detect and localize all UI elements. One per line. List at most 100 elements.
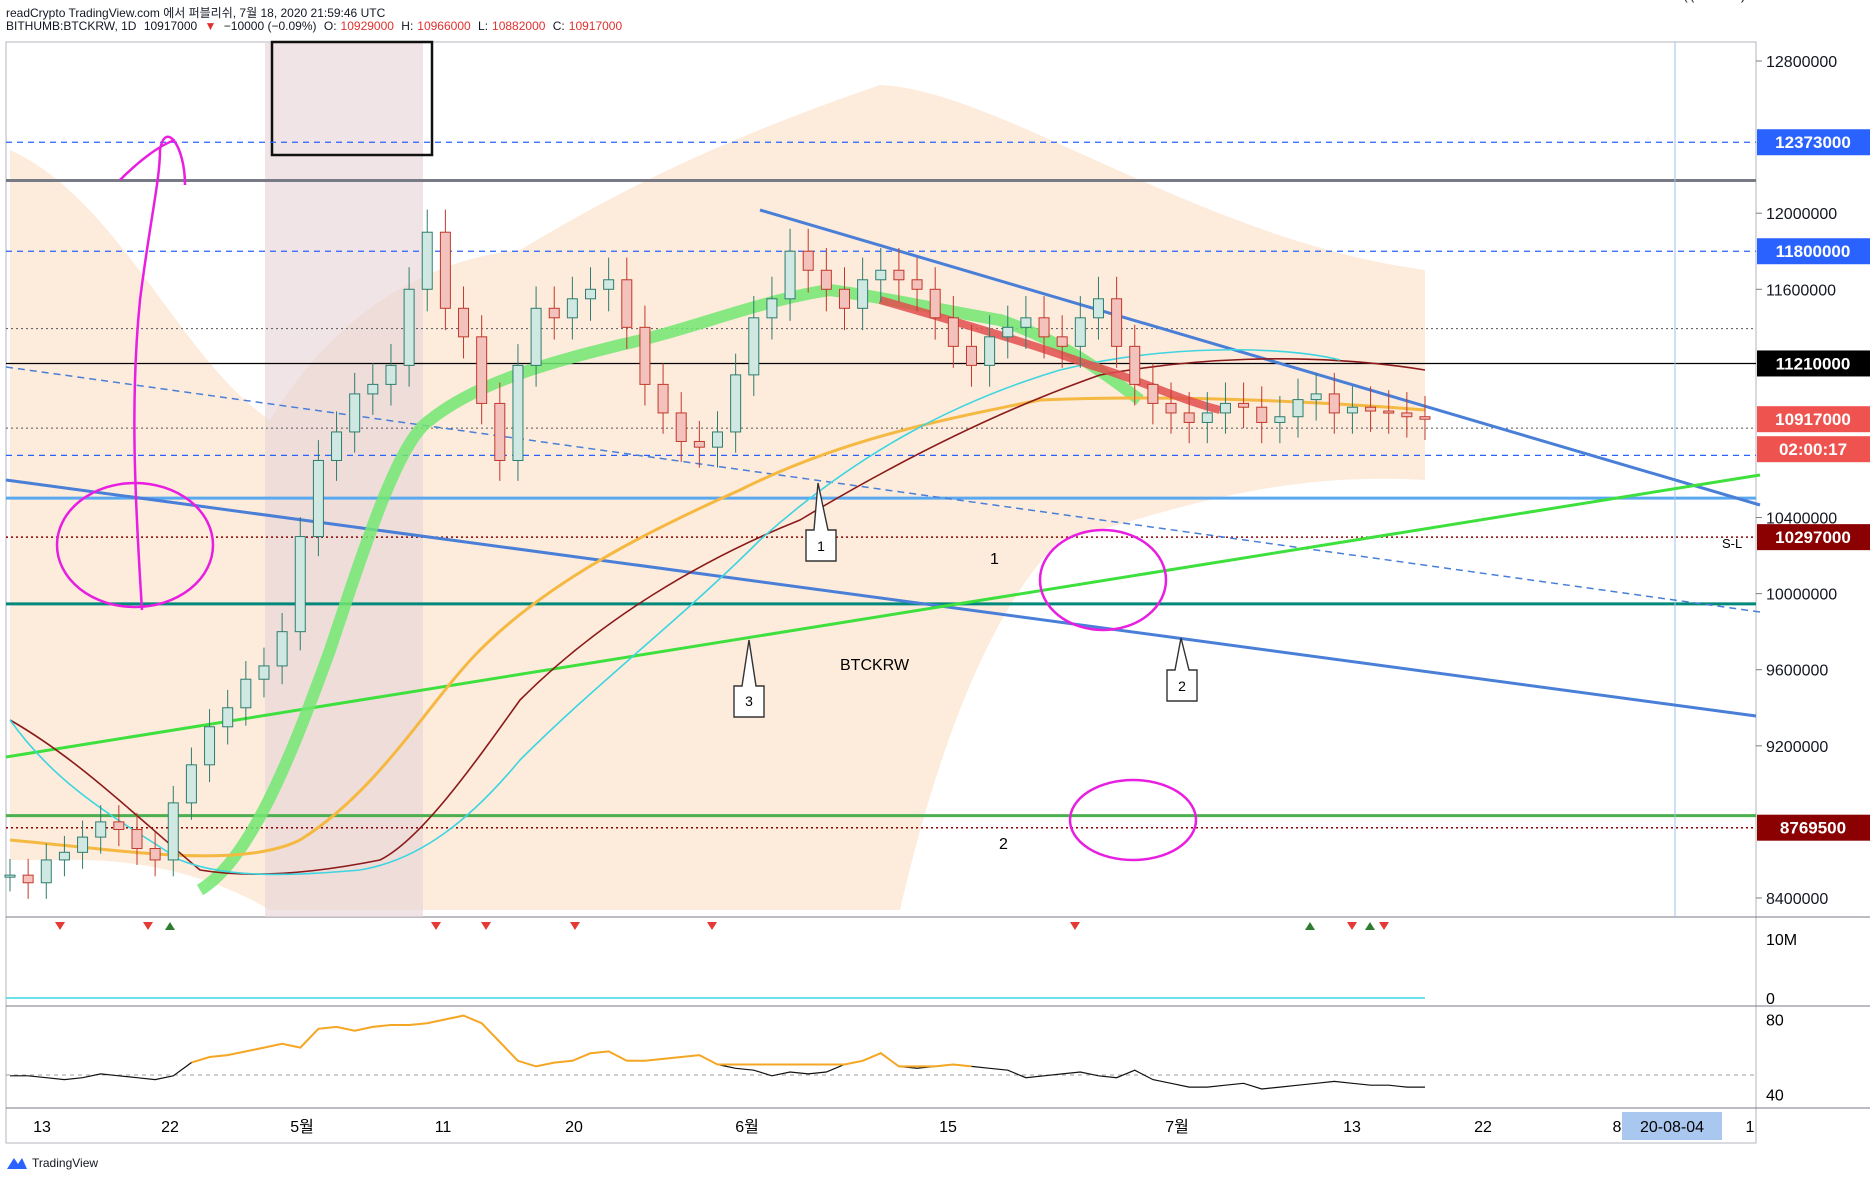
time-axis: 13 22 5월 11 20 6월 15 7월 13 22 8 1 20-08-04: [33, 1112, 1755, 1140]
x-tick-label: 7월: [1165, 1118, 1189, 1136]
inline-level-label: 10870000: [1692, 0, 1746, 3]
inline-level-labels: (12172000)113930001087000010727000(10502…: [1684, 0, 1746, 3]
price-tag-label: 11210000: [1776, 354, 1851, 373]
sell-signal-icon: [1379, 922, 1389, 930]
tradingview-footer[interactable]: TradingView: [6, 1156, 98, 1170]
change-value: −10000 (−0.09%): [223, 19, 317, 33]
candle: [639, 326, 651, 385]
high-value: 10966000: [417, 19, 471, 33]
candle: [1365, 406, 1377, 412]
candle: [113, 821, 125, 830]
sell-signal-icon: [707, 922, 717, 930]
candle: [204, 726, 216, 766]
candles: [4, 209, 1431, 899]
price-tag-label: 02:00:17: [1779, 440, 1847, 459]
candle: [512, 364, 524, 461]
candle: [185, 764, 197, 804]
candle: [1256, 406, 1268, 423]
price-tag-bg: [1757, 238, 1870, 265]
ma-cyan: [9, 348, 1341, 876]
callout-1-shape: [805, 482, 837, 562]
candle: [911, 279, 923, 290]
blue-downtrend-line[interactable]: [759, 208, 1761, 507]
candle: [730, 374, 742, 433]
volume-tick-10m: 10M: [1766, 932, 1797, 949]
y-tick-label: 9200000: [1766, 739, 1828, 756]
sell-signal-icon: [55, 922, 65, 930]
candle: [875, 269, 887, 281]
candle: [784, 250, 796, 300]
publish-info: readCrypto TradingView.com 에서 퍼블리쉬, 7월 1…: [6, 6, 386, 20]
inline-level-label: (8833000): [1690, 0, 1745, 3]
x-tick-label: 6월: [735, 1118, 759, 1136]
osc-tick-label: 80: [1766, 1012, 1784, 1029]
x-tick-label: 22: [1474, 1119, 1492, 1136]
candle: [131, 829, 143, 850]
magenta-circle-3: [1068, 778, 1198, 862]
oscillator-line: [10, 1014, 1425, 1090]
osc-tick-label: 40: [1766, 1088, 1784, 1105]
price-tag-bg: [1757, 524, 1870, 551]
symbol-label[interactable]: BITHUMB:BTCKRW, 1D: [6, 19, 137, 33]
candle: [1020, 317, 1032, 328]
candle: [1147, 383, 1159, 404]
black-box: [270, 40, 434, 157]
open-value: 10929000: [340, 19, 394, 33]
candle: [1401, 412, 1413, 418]
price-chart[interactable]: 1 2 3 1 2 BTCKRW S-L (12172000)113930001…: [0, 0, 1870, 1150]
x-highlight-bg: [1622, 1112, 1722, 1140]
candle: [1092, 298, 1104, 319]
candle: [421, 231, 433, 290]
candle: [675, 412, 687, 442]
x-tick-label: 20: [565, 1119, 583, 1136]
sl-label: S-L: [1722, 536, 1742, 551]
candle: [294, 536, 306, 633]
magenta-circle-1: [55, 481, 215, 609]
low-label: L:: [478, 19, 489, 33]
candle: [240, 678, 252, 709]
price-tag-label: 10297000: [1775, 528, 1851, 547]
highlight-zone: [265, 42, 423, 917]
buy-signal-icon: [165, 922, 175, 930]
green-uptrend-line[interactable]: [5, 473, 1761, 759]
x-tick-label: 22: [161, 1119, 179, 1136]
close-label: C:: [552, 19, 565, 33]
candle: [693, 440, 705, 448]
candle: [820, 269, 832, 290]
candle: [77, 836, 89, 853]
x-tick-label: 11: [435, 1119, 452, 1136]
price-axis: 12800000 12000000 11600000 10400000 10000000…: [1756, 54, 1837, 908]
last-price: 10917000: [143, 19, 198, 33]
candle: [1310, 393, 1322, 401]
candle: [258, 665, 270, 680]
candle: [1111, 298, 1123, 347]
callout-1-label: 1: [817, 538, 825, 554]
price-tags: 12373000 11800000 11210000 10917000 02:00:17…: [1757, 129, 1870, 841]
candle: [893, 269, 905, 281]
price-tag-label: 12373000: [1775, 133, 1851, 152]
blue-lower-trend-line[interactable]: [5, 478, 1757, 718]
symbol-watermark: BTCKRW: [840, 657, 910, 674]
candle: [530, 307, 542, 366]
callout-2-label: 2: [1178, 678, 1186, 694]
candle: [1002, 326, 1014, 338]
sell-signal-icon: [431, 922, 441, 930]
y-tick-label: 12800000: [1766, 54, 1837, 71]
candle: [312, 459, 324, 538]
candle: [621, 279, 633, 328]
candle: [276, 631, 288, 667]
signal-markers: [55, 922, 1389, 930]
callout-2-shape: [1166, 637, 1198, 702]
x-tick-label: 8: [1613, 1119, 1622, 1136]
sell-signal-icon: [1347, 922, 1357, 930]
sell-signal-icon: [570, 922, 580, 930]
candle: [965, 345, 977, 366]
price-tag-bg: [1757, 350, 1870, 377]
volume-pane: 10M 0: [6, 932, 1797, 1008]
candle: [984, 336, 996, 366]
candle: [58, 851, 70, 861]
inline-level-label: (9946000): [1690, 0, 1745, 3]
candle: [22, 874, 34, 884]
candle: [1074, 317, 1086, 347]
candle: [40, 859, 52, 884]
